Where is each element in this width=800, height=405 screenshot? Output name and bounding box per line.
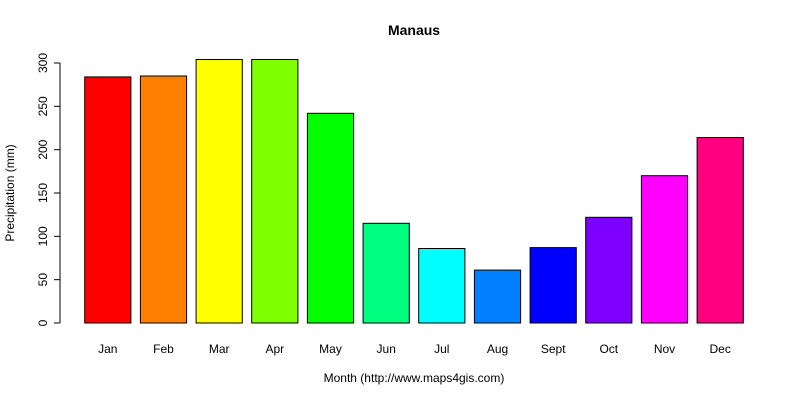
chart-title: Manaus (388, 22, 440, 38)
bars-group (84, 59, 744, 324)
bar-oct (585, 216, 633, 324)
x-tick-label-sept: Sept (541, 342, 566, 356)
x-tick-label-dec: Dec (710, 342, 731, 356)
y-tick-label-200: 200 (36, 139, 50, 159)
bar-feb (139, 75, 188, 324)
y-tick-label-250: 250 (36, 96, 50, 116)
y-tick-label-50: 50 (36, 273, 50, 287)
x-axis-label: Month (http://www.maps4gis.com) (324, 371, 505, 385)
x-tick-label-nov: Nov (654, 342, 675, 356)
x-tick-label-feb: Feb (153, 342, 174, 356)
x-tick-label-jun: Jun (377, 342, 396, 356)
x-tick-label-aug: Aug (487, 342, 508, 356)
bar-nov (640, 175, 689, 324)
x-tick-label-oct: Oct (599, 342, 618, 356)
bar-may (306, 112, 355, 324)
bar-jun (362, 222, 410, 324)
bar-mar (195, 59, 243, 324)
x-tick-label-mar: Mar (209, 342, 230, 356)
bar-jan (84, 76, 132, 324)
bar-aug (473, 269, 522, 324)
y-tick-label-0: 0 (36, 319, 50, 326)
y-tick-label-150: 150 (36, 183, 50, 203)
y-axis: 0 50 100 150 200 250 300 (36, 53, 61, 326)
x-tick-label-apr: Apr (265, 342, 284, 356)
y-tick-label-300: 300 (36, 53, 50, 73)
x-axis-tick-labels: Jan Feb Mar Apr May Jun Jul Aug Sept Oct Nov Dec (98, 342, 731, 356)
bar-sept (529, 247, 577, 324)
x-tick-label-jul: Jul (434, 342, 449, 356)
y-tick-label-100: 100 (36, 226, 50, 246)
x-tick-label-jan: Jan (98, 342, 117, 356)
bar-apr (251, 59, 299, 324)
y-axis-label: Precipitation (mm) (3, 144, 17, 241)
x-tick-label-may: May (319, 342, 342, 356)
bar-dec (696, 137, 744, 324)
bar-jul (418, 248, 466, 324)
